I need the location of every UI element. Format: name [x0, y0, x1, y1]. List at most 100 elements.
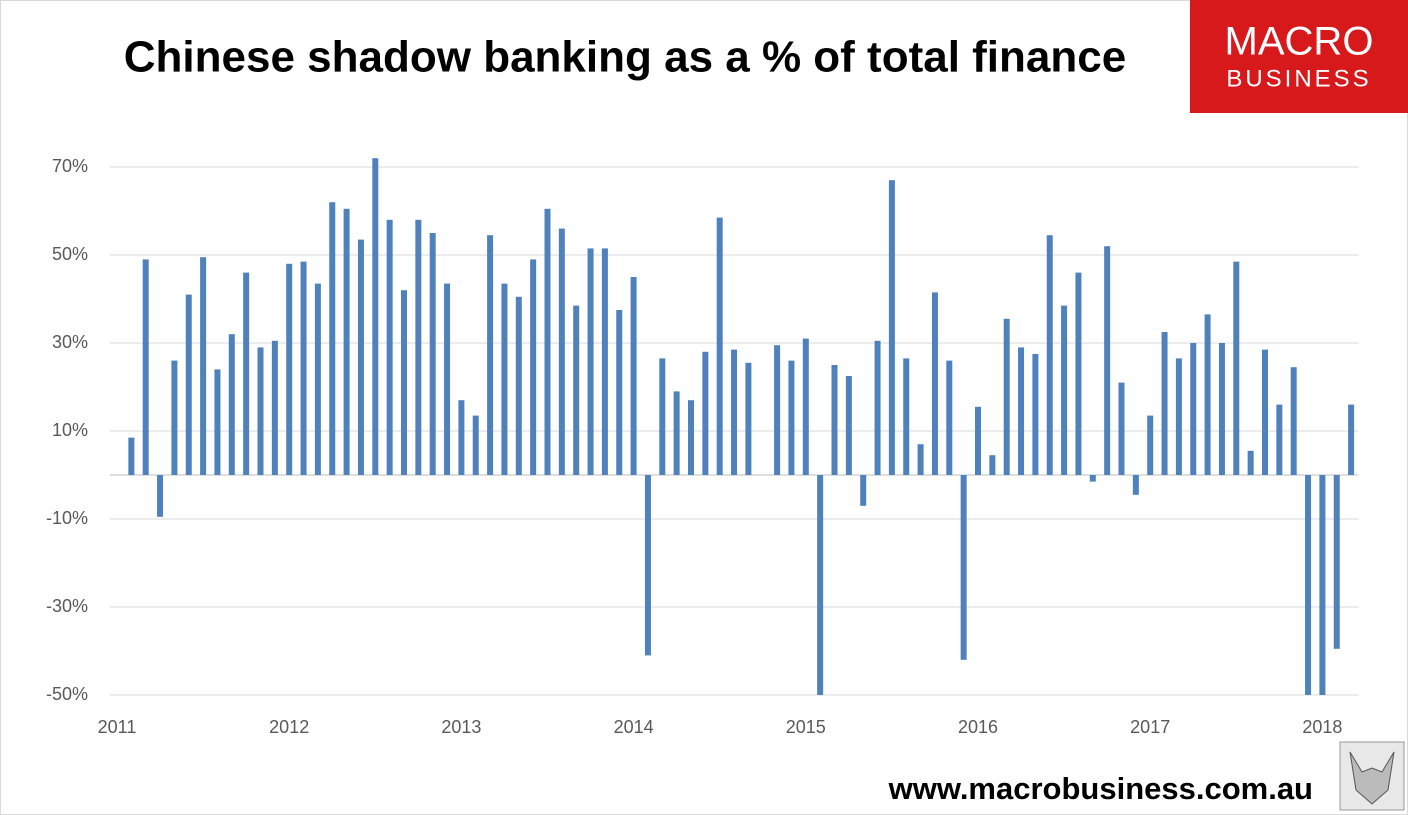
bar — [845, 376, 852, 475]
bar — [888, 180, 895, 475]
bar — [1204, 314, 1211, 475]
bar — [644, 475, 651, 656]
x-tick-label: 2013 — [441, 717, 481, 737]
bar — [1132, 475, 1139, 495]
bar — [286, 263, 293, 475]
bar — [372, 158, 379, 475]
x-tick-label: 2011 — [98, 717, 137, 737]
bar — [587, 248, 594, 475]
bar — [487, 235, 494, 475]
y-tick-label: 70% — [52, 156, 88, 176]
bar — [788, 360, 795, 475]
bar — [128, 437, 135, 475]
logo: MACRO BUSINESS — [1190, 0, 1408, 113]
bar — [774, 345, 781, 475]
bar — [874, 340, 881, 475]
bar — [558, 228, 565, 475]
bar — [960, 475, 967, 660]
bar — [1190, 343, 1197, 475]
bar — [931, 292, 938, 475]
x-tick-label: 2012 — [269, 717, 309, 737]
bar — [142, 259, 149, 475]
bar — [1061, 305, 1068, 475]
bar — [1089, 475, 1096, 482]
bar — [329, 202, 336, 475]
logo-text: MACRO — [1225, 20, 1374, 64]
bar — [157, 475, 164, 517]
bar — [673, 391, 680, 475]
bar — [688, 400, 694, 475]
bar — [946, 360, 953, 475]
x-tick-label: 2017 — [1130, 717, 1170, 737]
chart-title: Chinese shadow banking as a % of total f… — [124, 33, 1126, 82]
bar — [501, 283, 508, 475]
bar — [1046, 235, 1053, 475]
bar — [1319, 475, 1326, 695]
bar — [257, 347, 264, 475]
y-tick-label: -50% — [46, 684, 88, 704]
y-tick-label: -30% — [46, 596, 88, 616]
bar — [271, 340, 278, 475]
bar — [343, 208, 350, 476]
bar — [1032, 354, 1039, 475]
y-tick-label: 10% — [52, 420, 88, 440]
bar — [1161, 332, 1168, 475]
bar — [601, 248, 608, 475]
bar — [544, 208, 551, 476]
bar — [472, 415, 479, 475]
bar — [386, 219, 393, 475]
bar — [300, 261, 307, 475]
bar — [831, 365, 838, 475]
bar — [1003, 318, 1010, 475]
y-tick-label: 30% — [52, 332, 88, 352]
bar — [917, 444, 924, 475]
footer: www.macrobusiness.com.au — [888, 771, 1313, 806]
bar — [401, 290, 407, 475]
bar — [1276, 404, 1283, 475]
bar — [1147, 415, 1154, 475]
bar — [1104, 246, 1111, 475]
bar — [243, 272, 250, 475]
bar — [716, 217, 723, 475]
bar — [530, 259, 537, 475]
bar — [903, 358, 910, 475]
bar — [659, 358, 666, 475]
x-tick-label: 2018 — [1302, 717, 1342, 737]
bar — [1305, 475, 1312, 695]
bar — [357, 239, 364, 475]
bar — [731, 349, 738, 475]
logo-text: BUSINESS — [1226, 65, 1371, 92]
bar — [702, 351, 709, 475]
bar — [975, 406, 981, 475]
bar — [573, 305, 580, 475]
bar — [860, 475, 867, 506]
bar — [429, 233, 436, 475]
logo-box — [1190, 0, 1408, 113]
x-tick-label: 2016 — [958, 717, 998, 737]
y-tick-label: 50% — [52, 244, 88, 264]
bar — [1290, 367, 1297, 475]
bar — [1175, 358, 1182, 475]
bar — [1018, 347, 1025, 475]
bar — [1075, 272, 1082, 475]
bar — [415, 219, 422, 475]
bar — [171, 360, 178, 475]
bar — [458, 400, 465, 475]
bar — [1218, 343, 1225, 475]
bar — [185, 294, 192, 475]
icon-shape — [1349, 751, 1395, 805]
bar — [802, 338, 809, 475]
bar — [989, 455, 996, 475]
fox-icon — [1339, 741, 1405, 811]
x-tick-label: 2015 — [786, 717, 826, 737]
bar — [1333, 475, 1340, 649]
bar — [1118, 382, 1125, 475]
bar — [1233, 261, 1240, 475]
x-tick-label: 2014 — [614, 717, 654, 737]
bar — [200, 257, 207, 475]
bar — [616, 310, 623, 475]
bar — [444, 283, 451, 475]
bar — [314, 283, 321, 475]
bar — [630, 277, 637, 475]
